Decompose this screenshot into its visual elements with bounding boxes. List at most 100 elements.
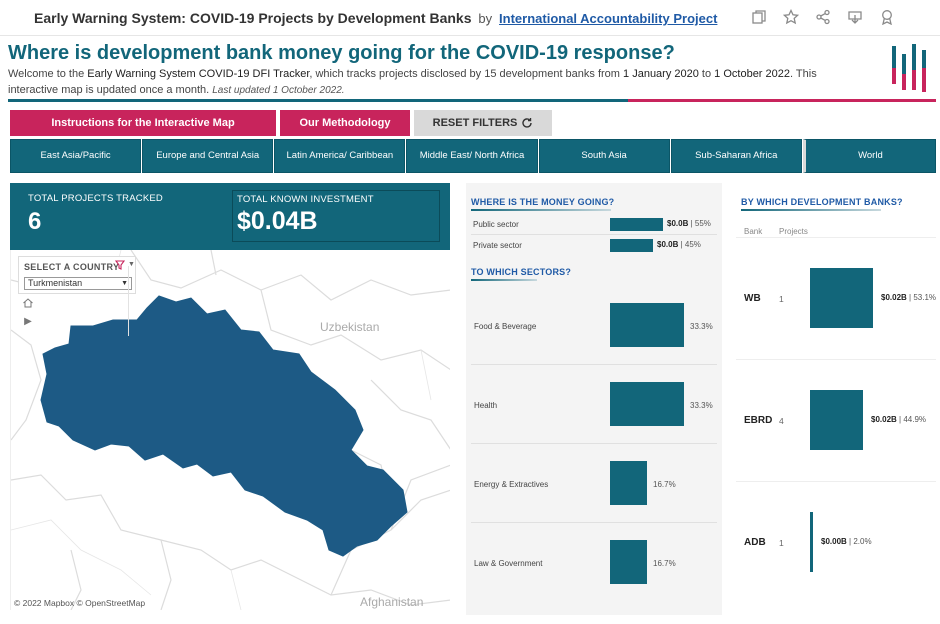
sector-pct: 33.3% bbox=[690, 401, 713, 410]
sector-bar[interactable] bbox=[610, 461, 647, 505]
bank-projects: 4 bbox=[779, 416, 784, 426]
page-headline: Where is development bank money going fo… bbox=[8, 42, 675, 64]
bank-name: ADB bbox=[744, 537, 766, 548]
toolbar: Early Warning System: COVID-19 Projects … bbox=[0, 0, 940, 36]
money-bar-private[interactable] bbox=[610, 239, 653, 252]
map-label-uzbekistan: Uzbekistan bbox=[320, 320, 380, 334]
money-bar-public[interactable] bbox=[610, 218, 663, 231]
viz-title: Early Warning System: COVID-19 Projects … bbox=[34, 10, 717, 26]
bank-bar[interactable] bbox=[810, 390, 863, 450]
row-separator bbox=[736, 481, 936, 482]
bank-pct: 2.0% bbox=[853, 537, 872, 546]
intro-end-date: 1 October 2022 bbox=[714, 68, 791, 80]
region-middle-east-north-africa[interactable]: Middle East/ North Africa bbox=[406, 139, 538, 173]
bank-amount: $0.02B bbox=[871, 415, 897, 424]
methodology-button[interactable]: Our Methodology bbox=[280, 110, 410, 136]
bank-projects: 1 bbox=[779, 294, 784, 304]
refresh-icon bbox=[522, 118, 533, 128]
header-divider-teal bbox=[8, 99, 628, 102]
intro-part: to bbox=[698, 68, 715, 80]
country-dropdown[interactable]: Turkmenistan ▼ bbox=[24, 277, 132, 290]
col-head-projects: Projects bbox=[779, 227, 808, 236]
money-title-underline bbox=[471, 209, 611, 211]
sectors-title: TO WHICH SECTORS? bbox=[471, 267, 572, 277]
kpi-total-projects: TOTAL PROJECTS TRACKED 6 bbox=[28, 193, 163, 236]
region-east-asia-pacific[interactable]: East Asia/Pacific bbox=[10, 139, 142, 173]
filter-icon[interactable] bbox=[114, 260, 126, 270]
play-icon[interactable]: ▶ bbox=[24, 315, 32, 327]
sector-label: Food & Beverage bbox=[474, 322, 537, 331]
region-latin-america-caribbean[interactable]: Latin America/ Caribbean bbox=[274, 139, 406, 173]
money-row-label: Private sector bbox=[473, 241, 522, 250]
sector-bar[interactable] bbox=[610, 303, 684, 347]
bank-projects: 1 bbox=[779, 538, 784, 548]
bank-bar[interactable] bbox=[810, 268, 873, 328]
row-separator bbox=[736, 237, 936, 238]
bank-value: $0.00B | 2.0% bbox=[821, 537, 872, 546]
reset-filters-label: RESET FILTERS bbox=[432, 117, 518, 129]
kpi-panel: TOTAL PROJECTS TRACKED 6 TOTAL KNOWN INV… bbox=[10, 183, 450, 250]
country-filter: SELECT A COUNTRY ▼ Turkmenistan ▼ bbox=[18, 256, 136, 294]
intro-tracker-name: Early Warning System COVID-19 DFI Tracke… bbox=[87, 68, 310, 80]
sector-pct: 16.7% bbox=[653, 480, 676, 489]
reset-filters-button[interactable]: RESET FILTERS bbox=[414, 110, 552, 136]
intro-text: Welcome to the Early Warning System COVI… bbox=[8, 66, 868, 99]
award-icon[interactable] bbox=[878, 8, 896, 26]
row-separator bbox=[471, 522, 717, 523]
sector-bar[interactable] bbox=[610, 540, 647, 584]
money-pct: 55% bbox=[694, 219, 711, 228]
last-updated: Last updated 1 October 2022. bbox=[212, 85, 345, 96]
bank-value: $0.02B | 44.9% bbox=[871, 415, 927, 424]
money-title: WHERE IS THE MONEY GOING? bbox=[471, 197, 615, 207]
share-icon[interactable] bbox=[814, 8, 832, 26]
viz-title-text: Early Warning System: COVID-19 Projects … bbox=[34, 10, 472, 26]
bank-name: EBRD bbox=[744, 415, 773, 426]
money-bar-value: $0.0B | 55% bbox=[667, 219, 711, 228]
sector-bar[interactable] bbox=[610, 382, 684, 426]
region-europe-central-asia[interactable]: Europe and Central Asia bbox=[142, 139, 274, 173]
col-head-bank: Bank bbox=[744, 227, 763, 236]
row-separator bbox=[736, 359, 936, 360]
logo bbox=[890, 42, 934, 94]
instructions-button[interactable]: Instructions for the Interactive Map bbox=[10, 110, 276, 136]
banks-panel: BY WHICH DEVELOPMENT BANKS? Bank Project… bbox=[736, 183, 936, 615]
row-separator bbox=[471, 234, 717, 235]
sector-pct: 16.7% bbox=[653, 559, 676, 568]
toolbar-icons bbox=[750, 8, 896, 26]
kpi-investment-value: $0.04B bbox=[237, 207, 318, 235]
money-bar-value: $0.0B | 45% bbox=[657, 240, 701, 249]
chevron-down-icon[interactable]: ▼ bbox=[128, 261, 135, 268]
download-icon[interactable] bbox=[846, 8, 864, 26]
turkmenistan-shape bbox=[40, 295, 408, 557]
money-row-label: Public sector bbox=[473, 220, 519, 229]
map-attribution: © 2022 Mapbox © OpenStreetMap bbox=[14, 598, 146, 608]
sector-label: Energy & Extractives bbox=[474, 480, 549, 489]
map-view[interactable] bbox=[10, 250, 450, 610]
region-sub-saharan-africa[interactable]: Sub-Saharan Africa bbox=[670, 139, 802, 173]
intro-start-date: 1 January 2020 bbox=[623, 68, 699, 80]
copy-icon[interactable] bbox=[750, 8, 768, 26]
banks-title-underline bbox=[741, 209, 881, 211]
sector-label: Law & Government bbox=[474, 559, 543, 568]
kpi-projects-label: TOTAL PROJECTS TRACKED bbox=[28, 193, 163, 204]
bank-amount: $0.00B bbox=[821, 537, 847, 546]
author-link[interactable]: International Accountability Project bbox=[499, 11, 718, 26]
header-divider-pink bbox=[628, 99, 936, 102]
kpi-projects-value: 6 bbox=[28, 208, 42, 235]
region-south-asia[interactable]: South Asia bbox=[538, 139, 670, 173]
bank-bar[interactable] bbox=[810, 512, 813, 572]
intro-part: , which tracks projects disclosed by 15 … bbox=[309, 68, 624, 80]
banks-title: BY WHICH DEVELOPMENT BANKS? bbox=[741, 197, 903, 207]
region-tabs: East Asia/Pacific Europe and Central Asi… bbox=[10, 139, 936, 173]
star-icon[interactable] bbox=[782, 8, 800, 26]
region-world[interactable]: World bbox=[802, 139, 936, 173]
money-amount: $0.0B bbox=[657, 240, 679, 249]
sector-pct: 33.3% bbox=[690, 322, 713, 331]
home-icon[interactable] bbox=[20, 294, 36, 312]
money-pct: 45% bbox=[684, 240, 701, 249]
sectors-title-underline bbox=[471, 279, 537, 281]
bank-amount: $0.02B bbox=[881, 293, 907, 302]
kpi-total-investment: TOTAL KNOWN INVESTMENT $0.04B bbox=[232, 190, 440, 242]
viz-by: by bbox=[478, 11, 493, 26]
sector-label: Health bbox=[474, 401, 498, 410]
